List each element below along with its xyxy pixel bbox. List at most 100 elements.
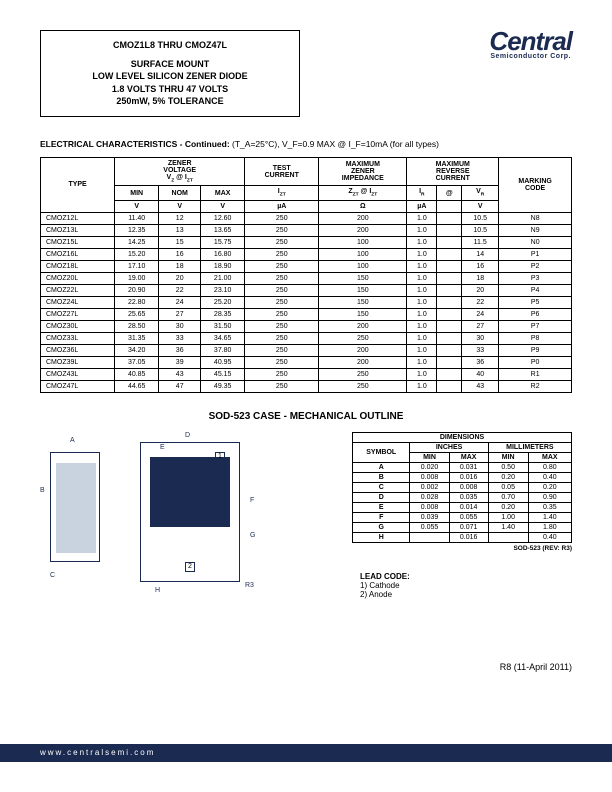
- table-cell: 16: [462, 260, 499, 272]
- dim-cell: 0.70: [488, 492, 528, 502]
- dim-h: H: [155, 587, 160, 594]
- table-cell: 27: [462, 320, 499, 332]
- title-line-1: CMOZ1L8 THRU CMOZ47L: [53, 39, 287, 52]
- table-cell: 1.0: [407, 368, 437, 380]
- dims-symbol: SYMBOL: [353, 442, 410, 462]
- table-cell: 40.95: [201, 356, 245, 368]
- dims-in-max: MAX: [449, 452, 488, 462]
- sub-ir: IR: [407, 186, 437, 200]
- table-cell: 1.0: [407, 260, 437, 272]
- table-cell: 250: [319, 380, 407, 392]
- elec-heading-text: ELECTRICAL CHARACTERISTICS - Continued:: [40, 139, 230, 149]
- table-cell: R1: [499, 368, 572, 380]
- table-cell: 10.5: [462, 212, 499, 224]
- table-cell: P5: [499, 296, 572, 308]
- sub-max: MAX: [201, 186, 245, 200]
- dimensions-table: DIMENSIONS SYMBOL INCHES MILLIMETERS MIN…: [352, 432, 572, 543]
- table-cell: 250: [245, 356, 319, 368]
- table-cell: 36: [159, 344, 201, 356]
- table-cell: 16: [159, 248, 201, 260]
- table-cell: 10.5: [462, 224, 499, 236]
- dim-cell: G: [353, 522, 410, 532]
- table-cell: 22: [159, 284, 201, 296]
- dim-row: F0.0390.0551.001.40: [353, 512, 572, 522]
- table-cell: P9: [499, 344, 572, 356]
- table-cell: 200: [319, 224, 407, 236]
- table-cell: 47: [159, 380, 201, 392]
- table-row: CMOZ24L22.802425.202501501.022P5: [41, 296, 572, 308]
- table-cell: 14.25: [115, 236, 159, 248]
- table-cell: CMOZ12L: [41, 212, 115, 224]
- table-cell: 250: [245, 260, 319, 272]
- electrical-heading: ELECTRICAL CHARACTERISTICS - Continued: …: [40, 139, 572, 149]
- col-zener: ZENERVOLTAGEVZ @ IZT: [115, 157, 245, 185]
- table-cell: 250: [245, 320, 319, 332]
- mechanical-title: SOD-523 CASE - MECHANICAL OUTLINE: [40, 411, 572, 422]
- table-cell: CMOZ27L: [41, 308, 115, 320]
- table-cell: 20.90: [115, 284, 159, 296]
- sub-at: @: [437, 186, 462, 200]
- lead-code-2: 2) Anode: [360, 590, 572, 599]
- table-cell: CMOZ39L: [41, 356, 115, 368]
- table-cell: 27: [159, 308, 201, 320]
- table-cell: 18.90: [201, 260, 245, 272]
- dim-cell: 0.035: [449, 492, 488, 502]
- logo-subtitle: Semiconductor Corp.: [489, 53, 572, 60]
- table-cell: 19.00: [115, 272, 159, 284]
- table-cell: 40: [462, 368, 499, 380]
- table-cell: 49.35: [201, 380, 245, 392]
- dim-cell: C: [353, 482, 410, 492]
- table-cell: 250: [245, 248, 319, 260]
- table-cell: 21.00: [201, 272, 245, 284]
- table-cell: 20: [159, 272, 201, 284]
- table-cell: 150: [319, 284, 407, 296]
- dim-cell: 0.50: [488, 462, 528, 472]
- dim-cell: 0.40: [528, 472, 571, 482]
- company-logo: Central Semiconductor Corp.: [489, 30, 572, 60]
- table-cell: [437, 368, 462, 380]
- dim-cell: [410, 532, 449, 542]
- table-row: CMOZ39L37.053940.952502001.036P0: [41, 356, 572, 368]
- dim-d: D: [185, 432, 190, 439]
- table-cell: P4: [499, 284, 572, 296]
- table-cell: 250: [245, 332, 319, 344]
- table-cell: 1.0: [407, 284, 437, 296]
- dim-cell: 0.014: [449, 502, 488, 512]
- dims-inches: INCHES: [410, 442, 488, 452]
- footer-url: www.centralsemi.com: [0, 744, 612, 762]
- col-mark: MARKINGCODE: [499, 157, 572, 212]
- table-cell: 18: [159, 260, 201, 272]
- table-cell: 250: [319, 368, 407, 380]
- dim-cell: A: [353, 462, 410, 472]
- table-cell: CMOZ36L: [41, 344, 115, 356]
- dim-cell: 0.039: [410, 512, 449, 522]
- table-cell: 37.80: [201, 344, 245, 356]
- dims-mm: MILLIMETERS: [488, 442, 571, 452]
- dim-row: D0.0280.0350.700.90: [353, 492, 572, 502]
- pin-1-marker: 1: [215, 452, 225, 462]
- table-cell: CMOZ30L: [41, 320, 115, 332]
- table-cell: 250: [245, 296, 319, 308]
- lead-code-1: 1) Cathode: [360, 581, 572, 590]
- title-line-5: 250mW, 5% TOLERANCE: [53, 95, 287, 108]
- dims-mm-max: MAX: [528, 452, 571, 462]
- table-cell: 23.10: [201, 284, 245, 296]
- dim-cell: 0.020: [410, 462, 449, 472]
- table-row: CMOZ20L19.002021.002501501.018P3: [41, 272, 572, 284]
- electrical-table: TYPE ZENERVOLTAGEVZ @ IZT TESTCURRENT MA…: [40, 157, 572, 393]
- table-cell: 200: [319, 356, 407, 368]
- title-line-2: SURFACE MOUNT: [53, 58, 287, 71]
- table-cell: 22.80: [115, 296, 159, 308]
- unit-ohm: Ω: [319, 200, 407, 212]
- unit-v4: V: [462, 200, 499, 212]
- unit-v1: V: [115, 200, 159, 212]
- table-cell: 30: [462, 332, 499, 344]
- table-cell: CMOZ22L: [41, 284, 115, 296]
- table-cell: [437, 236, 462, 248]
- dim-row: B0.0080.0160.200.40: [353, 472, 572, 482]
- table-cell: 150: [319, 272, 407, 284]
- dim-cell: D: [353, 492, 410, 502]
- table-cell: 1.0: [407, 248, 437, 260]
- table-cell: 37.05: [115, 356, 159, 368]
- table-cell: 25.20: [201, 296, 245, 308]
